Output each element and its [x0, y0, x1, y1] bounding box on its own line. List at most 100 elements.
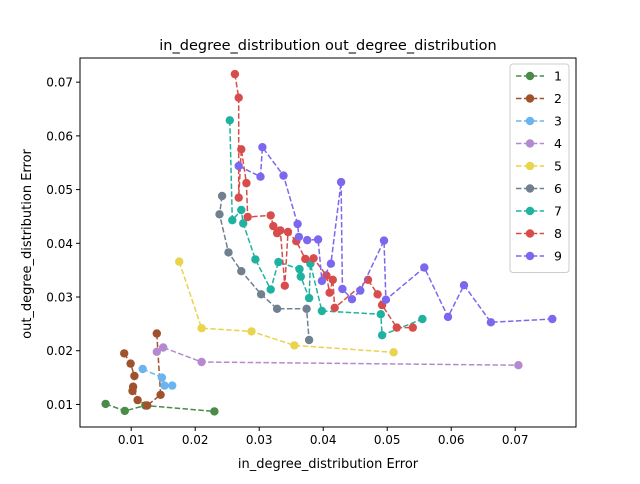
series-3 [138, 364, 177, 390]
data-point [338, 284, 347, 294]
legend-marker [525, 251, 535, 261]
data-point [317, 306, 327, 316]
data-point [152, 329, 161, 338]
data-point [326, 259, 336, 268]
series-5 [175, 257, 398, 357]
data-point [325, 288, 334, 297]
data-point [230, 69, 240, 79]
y-tick-label: 0.06 [46, 129, 73, 143]
y-tick-label: 0.05 [46, 183, 73, 197]
data-point [486, 318, 496, 327]
x-axis-label: in_degree_distribution Error [238, 457, 419, 472]
y-axis-label: out_degree_distribution Error [20, 148, 35, 338]
series-line-6 [218, 195, 310, 341]
data-point [237, 145, 246, 154]
legend-label: 7 [554, 204, 562, 219]
data-point [514, 361, 523, 370]
legend-item-7: 7 [516, 204, 562, 219]
legend-marker [525, 71, 535, 81]
data-point [138, 364, 147, 374]
data-point [373, 290, 382, 299]
data-point [120, 349, 129, 358]
data-point [159, 343, 168, 352]
data-point [296, 272, 305, 281]
data-point [234, 161, 243, 171]
legend-marker [525, 94, 535, 103]
data-point [156, 390, 165, 399]
data-point [130, 371, 139, 381]
series-4 [152, 343, 523, 370]
data-point [152, 347, 161, 356]
legend-item-8: 8 [516, 226, 562, 241]
data-point [126, 359, 135, 368]
data-point [247, 327, 256, 336]
legend-label: 3 [554, 114, 562, 129]
legend-item-3: 3 [516, 114, 562, 129]
legend: 1 2 3 4 5 6 7 8 9 [509, 63, 570, 273]
legend-item-2: 2 [516, 91, 562, 106]
data-point [143, 401, 152, 410]
chart-title: in_degree_distribution out_degree_distri… [159, 38, 496, 54]
data-point [128, 382, 138, 391]
data-point [301, 254, 310, 264]
data-point [376, 310, 385, 319]
data-point [266, 211, 275, 220]
data-point [258, 143, 267, 152]
data-point [548, 314, 557, 324]
data-point [443, 312, 453, 322]
data-point [381, 295, 391, 304]
data-point [313, 235, 323, 244]
data-point [377, 331, 387, 340]
data-point [279, 171, 288, 180]
legend-marker [525, 161, 535, 171]
legend-marker [525, 184, 535, 193]
series-9 [234, 143, 557, 327]
data-point [120, 406, 129, 416]
data-point [197, 324, 206, 333]
data-point [224, 248, 233, 257]
y-tick-label: 0.04 [46, 237, 73, 251]
data-point [283, 227, 293, 237]
data-point [269, 221, 278, 231]
data-point [215, 210, 224, 219]
data-point [175, 257, 184, 266]
data-point [234, 193, 243, 202]
data-point [101, 399, 110, 409]
x-tick-label: 0.07 [502, 433, 529, 447]
legend-item-9: 9 [516, 249, 562, 264]
legend-marker [525, 206, 535, 216]
legend-label: 8 [554, 226, 562, 241]
data-point [237, 205, 246, 215]
data-point [237, 267, 246, 276]
data-point [356, 286, 365, 295]
data-point [276, 226, 285, 235]
y-tick-label: 0.01 [46, 398, 73, 412]
data-point [160, 381, 169, 390]
data-point [168, 381, 177, 390]
data-point [304, 293, 314, 303]
data-point [210, 407, 219, 416]
data-point [392, 323, 401, 332]
legend-label: 5 [554, 159, 562, 174]
x-tick-label: 0.01 [118, 433, 145, 447]
data-point [239, 219, 248, 228]
data-point [418, 314, 427, 324]
data-point [251, 255, 260, 264]
data-point [266, 285, 275, 294]
data-point [197, 357, 206, 367]
data-point [225, 116, 234, 125]
data-point [304, 335, 314, 345]
legend-label: 2 [554, 91, 562, 106]
data-point [420, 263, 429, 272]
series-8 [230, 69, 417, 332]
data-point [217, 191, 227, 201]
data-point [303, 235, 312, 245]
y-tick-label: 0.02 [46, 344, 73, 358]
data-point [133, 395, 142, 405]
data-point [317, 276, 327, 286]
x-tick-label: 0.02 [182, 433, 209, 447]
x-tick-label: 0.06 [438, 433, 465, 447]
legend-item-6: 6 [516, 181, 562, 196]
data-point [328, 275, 337, 284]
